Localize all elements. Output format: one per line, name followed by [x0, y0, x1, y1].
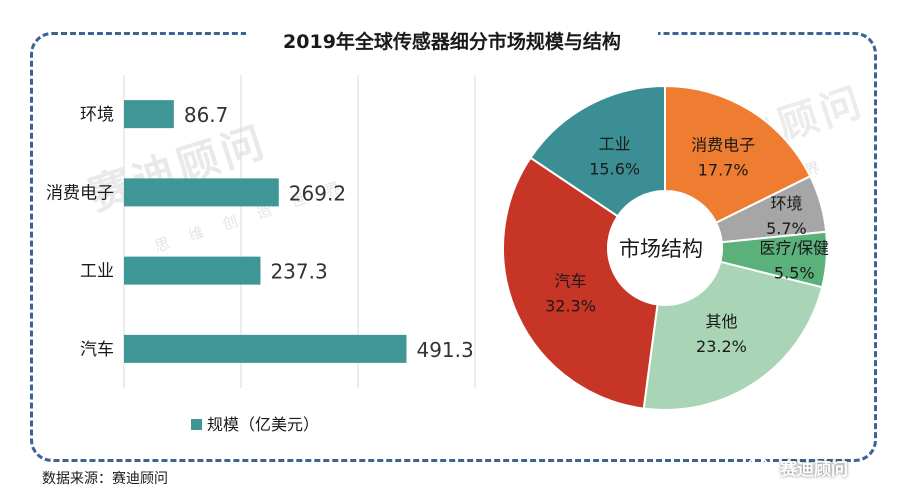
bar-chart: 环境 86.7 消费电子 269.2 工业 237.3 汽车 491.3 规模（亿美元）	[46, 75, 476, 434]
brand-badge: 赛迪顾问	[748, 452, 848, 482]
bar-category-label: 消费电子	[46, 183, 114, 203]
bar	[124, 334, 407, 363]
wechat-icon	[748, 456, 774, 476]
bar-value-label: 269.2	[289, 181, 346, 205]
data-source-note: 数据来源：赛迪顾问	[42, 471, 168, 487]
bar-value-label: 86.7	[184, 103, 229, 127]
slice-label: 汽车	[554, 272, 586, 291]
slice-percent-label: 17.7%	[698, 160, 749, 179]
slice-percent-label: 5.7%	[766, 219, 807, 238]
bar	[124, 178, 279, 207]
slice-label: 医疗/保健	[760, 238, 829, 257]
slice-label: 消费电子	[691, 135, 755, 154]
brand-name: 赛迪顾问	[780, 459, 848, 480]
donut-chart: 工业 15.6% 消费电子 17.7% 环境 5.7%医疗/保健 5.5% 其他 23.2% 汽车…	[502, 84, 829, 411]
slice-label: 环境	[770, 194, 802, 213]
donut-center-label: 市场结构	[619, 237, 703, 261]
slice-label: 其他	[705, 312, 737, 331]
donut-slice	[529, 84, 666, 218]
bar-value-label: 491.3	[416, 338, 473, 362]
slice-percent-label: 32.3%	[545, 297, 596, 316]
bar	[124, 100, 174, 129]
slice-percent-label: 23.2%	[696, 337, 747, 356]
slice-percent-label: 5.5%	[774, 263, 815, 282]
bar	[124, 256, 261, 285]
donut-hole	[608, 191, 722, 305]
slice-percent-label: 15.6%	[589, 160, 640, 179]
chart-title: 2019年全球传感器细分市场规模与结构	[246, 22, 658, 62]
slice-label: 工业	[599, 135, 631, 154]
legend-label: 规模（亿美元）	[207, 415, 319, 434]
bar-category-label: 汽车	[80, 340, 114, 360]
bar-category-label: 工业	[80, 262, 114, 282]
bar-category-label: 环境	[80, 105, 114, 125]
bar-value-label: 237.3	[270, 260, 327, 284]
legend-swatch	[191, 419, 202, 430]
